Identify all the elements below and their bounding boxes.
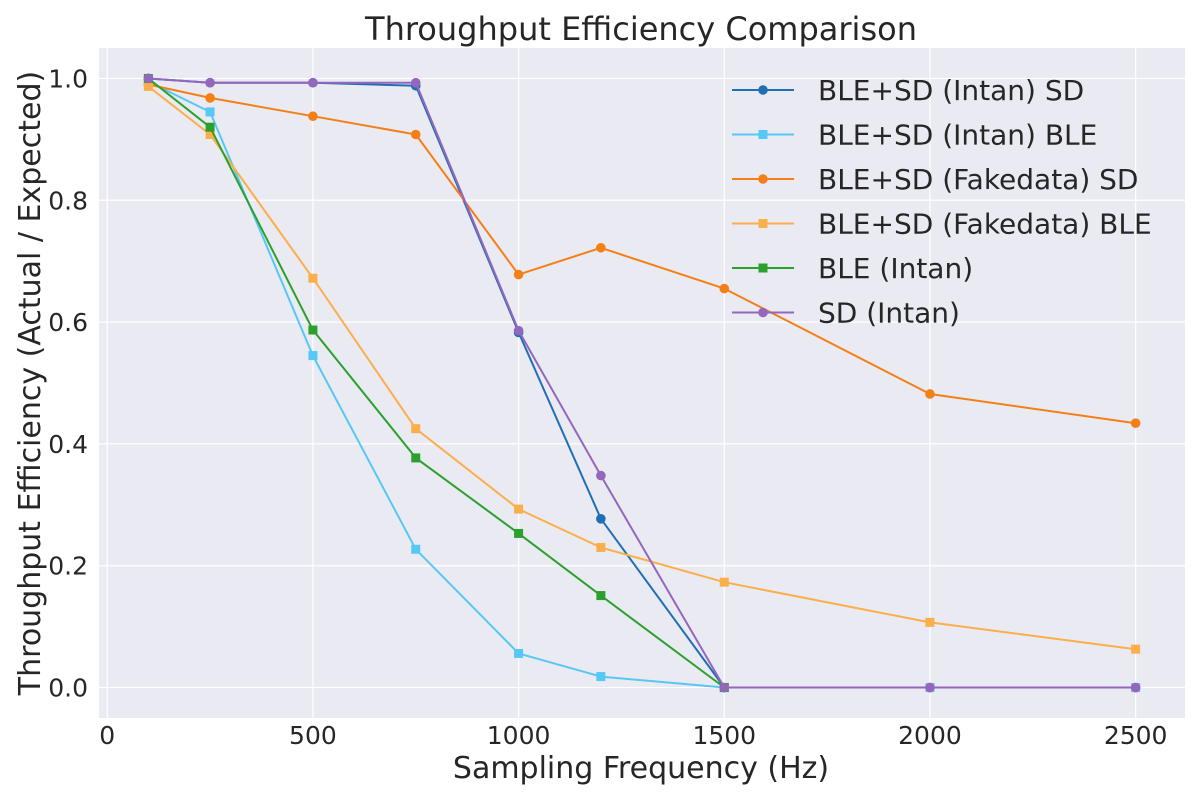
- x-axis-ticks: 0 500 1000 1500 2000 2500: [99, 721, 1167, 750]
- series-layer: [143, 73, 1141, 693]
- data-point: [596, 470, 606, 481]
- data-point: [596, 242, 606, 253]
- data-point: [205, 129, 215, 139]
- legend-marker: [758, 307, 768, 318]
- data-point: [205, 107, 215, 117]
- data-point: [143, 73, 154, 84]
- legend-label: BLE+SD (Fakedata) SD: [818, 163, 1138, 196]
- data-point: [205, 93, 215, 103]
- data-point: [925, 389, 935, 399]
- legend-item: BLE+SD (Fakedata) SD: [732, 163, 1138, 196]
- series-5: [143, 73, 1141, 693]
- chart-title: Throughput Efficiency Comparison: [364, 10, 917, 48]
- legend-label: BLE+SD (Intan) SD: [818, 74, 1084, 107]
- data-point: [411, 544, 421, 554]
- y-axis-ticks: 0.0 0.2 0.4 0.6 0.8 1.0: [48, 64, 88, 702]
- x-tick-label: 500: [289, 721, 337, 750]
- legend-marker: [758, 219, 768, 228]
- y-tick-label: 1.0: [48, 64, 88, 93]
- legend-marker: [758, 130, 768, 139]
- y-tick-label: 0.4: [48, 430, 88, 459]
- y-tick-label: 0.2: [48, 552, 88, 581]
- legend-marker: [758, 263, 768, 273]
- x-tick-label: 0: [99, 721, 115, 750]
- legend-label: BLE+SD (Fakedata) BLE: [818, 208, 1152, 241]
- data-point: [719, 283, 730, 294]
- legend-item: BLE (Intan): [732, 252, 973, 285]
- data-point: [596, 672, 606, 682]
- plot-area: [99, 48, 1185, 718]
- data-point: [411, 424, 421, 434]
- data-point: [143, 81, 153, 91]
- legend-marker: [758, 85, 768, 95]
- data-point: [205, 122, 215, 132]
- legend: BLE+SD (Intan) SD BLE+SD (Intan) BLE BLE+S…: [732, 74, 1152, 330]
- legend-item: BLE+SD (Fakedata) BLE: [732, 208, 1152, 241]
- data-point: [308, 325, 318, 335]
- legend-item: BLE+SD (Intan) BLE: [732, 119, 1097, 152]
- data-point: [596, 514, 606, 524]
- x-tick-label: 2000: [898, 721, 962, 750]
- data-point: [513, 325, 524, 336]
- y-axis-label: Throughput Efficiency (Actual / Expected…: [13, 71, 48, 696]
- x-tick-label: 1000: [487, 721, 551, 750]
- data-point: [514, 648, 524, 658]
- legend-label: SD (Intan): [818, 297, 960, 330]
- data-point: [719, 682, 730, 693]
- x-axis-label: Sampling Frequency (Hz): [453, 751, 829, 786]
- y-tick-label: 0.6: [48, 308, 88, 337]
- series-2: [143, 79, 1141, 429]
- data-point: [596, 542, 606, 552]
- data-point: [514, 528, 524, 538]
- data-point: [308, 351, 318, 361]
- data-point: [205, 77, 215, 88]
- data-point: [719, 577, 729, 587]
- legend-item: SD (Intan): [732, 297, 960, 330]
- data-point: [514, 504, 524, 514]
- series-3: [143, 81, 1141, 654]
- data-point: [308, 111, 318, 122]
- data-point: [925, 617, 935, 627]
- data-point: [410, 77, 421, 88]
- legend-label: BLE (Intan): [818, 252, 973, 285]
- legend-label: BLE+SD (Intan) BLE: [818, 119, 1097, 152]
- y-tick-label: 0.0: [48, 674, 88, 703]
- data-point: [596, 591, 606, 601]
- data-point: [308, 77, 318, 88]
- data-point: [1131, 644, 1141, 654]
- data-point: [513, 269, 524, 280]
- data-point: [1130, 418, 1141, 429]
- legend-item: BLE+SD (Intan) SD: [732, 74, 1084, 107]
- data-point: [1130, 682, 1141, 693]
- data-point: [925, 682, 935, 693]
- data-point: [308, 273, 318, 283]
- legend-marker: [758, 174, 768, 184]
- data-point: [411, 453, 421, 463]
- x-tick-label: 1500: [692, 721, 756, 750]
- data-point: [410, 129, 421, 140]
- y-tick-label: 0.8: [48, 186, 88, 215]
- x-tick-label: 2500: [1104, 721, 1168, 750]
